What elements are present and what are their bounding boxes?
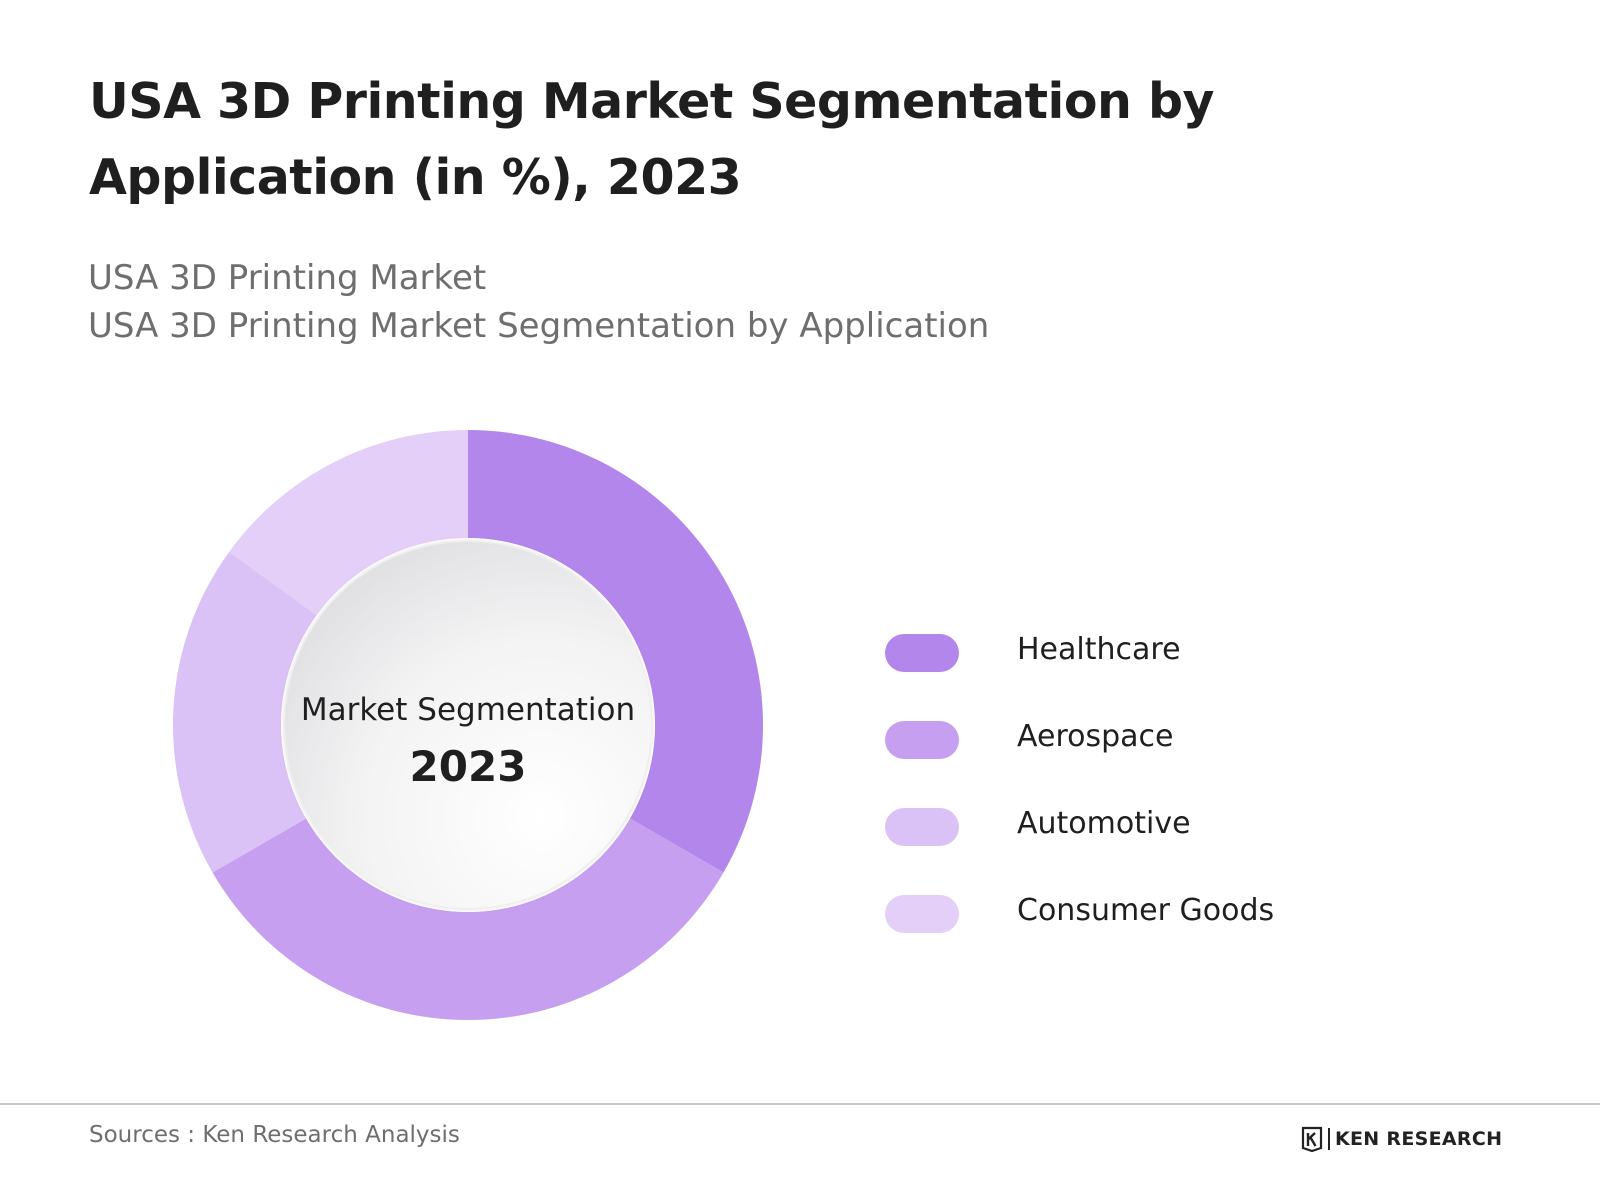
donut-slice-healthcare bbox=[468, 430, 763, 873]
legend-swatch bbox=[885, 721, 959, 759]
donut-slice-aerospace bbox=[212, 818, 724, 1020]
subtitle-segmentation: USA 3D Printing Market Segmentation by A… bbox=[88, 306, 990, 346]
legend-item-healthcare: Healthcare bbox=[885, 610, 1385, 697]
legend-item-consumer-goods: Consumer Goods bbox=[885, 871, 1385, 958]
donut-center-disc bbox=[285, 542, 651, 908]
legend-label: Healthcare bbox=[1017, 632, 1181, 667]
logo-divider bbox=[1328, 1128, 1330, 1150]
legend-label: Automotive bbox=[1017, 806, 1191, 841]
legend-item-aerospace: Aerospace bbox=[885, 697, 1385, 784]
center-year: 2023 bbox=[410, 742, 527, 791]
legend-item-automotive: Automotive bbox=[885, 784, 1385, 871]
legend-label: Aerospace bbox=[1017, 719, 1174, 754]
page-title: USA 3D Printing Market Segmentation by A… bbox=[89, 73, 1214, 206]
legend-label: Consumer Goods bbox=[1017, 893, 1275, 928]
source-note: Sources : Ken Research Analysis bbox=[89, 1122, 460, 1148]
donut-slice-automotive bbox=[173, 551, 317, 873]
donut-slice-consumer-goods bbox=[229, 430, 468, 616]
ken-research-logo: KEN RESEARCH bbox=[1300, 1124, 1502, 1154]
logo-text: KEN RESEARCH bbox=[1335, 1128, 1503, 1150]
legend-swatch bbox=[885, 895, 959, 933]
donut-slices bbox=[173, 430, 763, 1020]
legend-swatch bbox=[885, 808, 959, 846]
donut-chart: Market Segmentation 2023 bbox=[173, 430, 763, 1020]
ken-research-logo-icon bbox=[1301, 1126, 1323, 1152]
legend-swatch bbox=[885, 634, 959, 672]
subtitle-market: USA 3D Printing Market bbox=[88, 258, 487, 298]
chart-legend: Healthcare Aerospace Automotive Consumer… bbox=[885, 610, 1385, 958]
footer-divider bbox=[0, 1103, 1600, 1105]
center-label: Market Segmentation bbox=[301, 692, 635, 728]
